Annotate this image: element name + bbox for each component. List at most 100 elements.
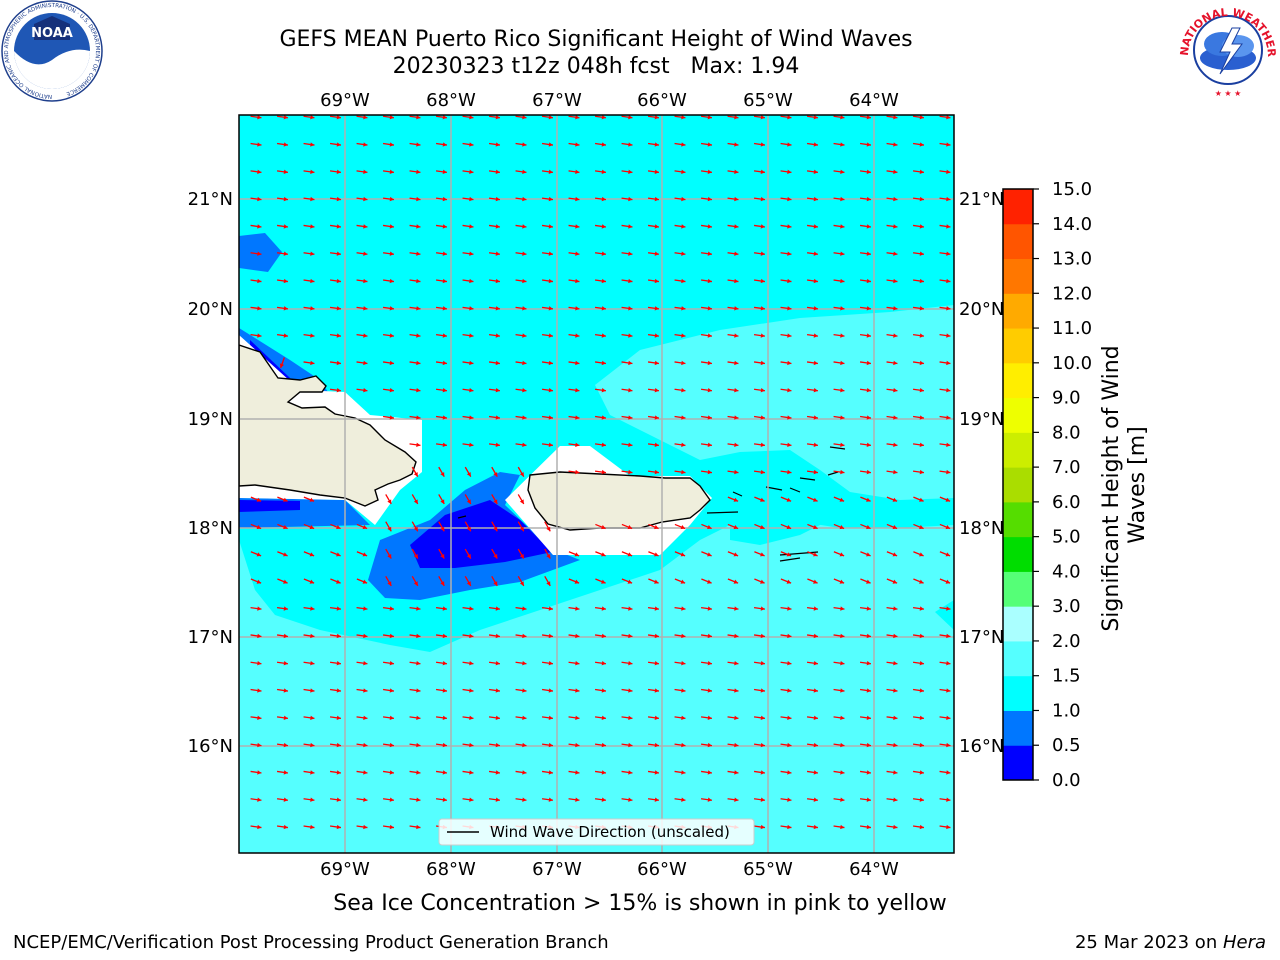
wind-arrow-head	[363, 142, 368, 147]
wind-arrow-head	[363, 688, 368, 693]
wind-arrow-head	[760, 251, 765, 256]
wind-arrow-head	[416, 360, 421, 366]
wind-arrow-head	[681, 169, 686, 174]
wind-arrow-head	[787, 360, 792, 366]
wind-arrow-head	[575, 415, 580, 420]
wind-arrow-head	[654, 661, 659, 666]
wind-arrow-head	[734, 388, 739, 393]
wind-arrow-head	[495, 633, 500, 639]
colorbar-tick-label: 0.5	[1052, 735, 1081, 756]
wind-arrow-head	[945, 579, 951, 584]
colorbar-tick-label: 7.0	[1052, 457, 1081, 478]
wind-arrow-head	[919, 196, 924, 202]
wind-arrow-head	[813, 606, 818, 611]
wind-arrow-head	[363, 633, 368, 639]
wind-arrow-head	[548, 169, 553, 174]
wind-arrow-head	[442, 142, 447, 147]
wind-arrow-head	[734, 306, 739, 311]
wind-arrow-head	[469, 606, 474, 611]
wind-arrow-head	[707, 552, 712, 557]
wind-arrow-head	[416, 278, 421, 284]
wind-arrow-head	[522, 415, 527, 420]
wind-arrow-head	[601, 770, 606, 775]
wind-arrow-head	[575, 797, 580, 802]
wind-arrow-head	[336, 742, 341, 748]
wind-arrow-head	[813, 497, 818, 502]
wind-arrow-head	[601, 469, 606, 475]
wind-arrow-head	[257, 196, 262, 202]
wind-arrow-head	[813, 742, 818, 748]
wind-arrow-head	[786, 552, 792, 557]
wind-arrow-head	[707, 333, 712, 338]
wind-arrow-head	[760, 115, 765, 120]
wind-arrow-head	[628, 278, 633, 284]
credit-left: NCEP/EMC/Verification Post Processing Pr…	[13, 932, 609, 953]
wind-arrow-head	[628, 142, 633, 147]
wind-arrow-head	[628, 415, 633, 420]
wind-arrow-head	[362, 525, 368, 530]
wind-arrow-head	[893, 469, 898, 475]
wind-arrow-head	[893, 661, 898, 666]
wind-arrow-head	[283, 224, 288, 229]
wind-arrow-head	[892, 579, 898, 584]
wind-arrow-head	[681, 742, 686, 748]
wind-arrow-head	[919, 115, 924, 120]
wind-arrow-head	[893, 688, 898, 693]
wind-arrow-head	[654, 415, 659, 420]
wind-arrow-head	[522, 688, 527, 693]
wind-arrow-head	[760, 224, 765, 229]
colorbar-segment	[1003, 640, 1033, 677]
wind-arrow-head	[575, 770, 580, 775]
wind-arrow-head	[760, 606, 765, 611]
wind-arrow-head	[654, 115, 659, 120]
wind-arrow-head	[840, 415, 845, 420]
wind-arrow-head	[734, 661, 739, 666]
wind-arrow-head	[548, 333, 553, 338]
wind-arrow-head	[548, 251, 553, 256]
wind-arrow-head	[416, 224, 421, 229]
wind-arrow-head	[919, 797, 924, 802]
wind-arrow-head	[787, 196, 792, 202]
wind-arrow-head	[363, 115, 368, 120]
wind-arrow-head	[442, 278, 447, 284]
wind-arrow-head	[946, 606, 951, 611]
wind-arrow-head	[946, 633, 951, 639]
map-area	[239, 115, 954, 853]
wind-arrow-head	[336, 797, 341, 802]
wind-arrow-head	[654, 196, 659, 202]
wind-arrow-head	[548, 688, 553, 693]
credit-right: 25 Mar 2023 on Hera	[1075, 932, 1266, 953]
wind-arrow-head	[919, 224, 924, 229]
wind-arrow-head	[336, 661, 341, 666]
wind-arrow-head	[892, 525, 898, 530]
wind-arrow-head	[813, 115, 818, 120]
wind-arrow-head	[601, 360, 606, 366]
wind-arrow-head	[257, 115, 262, 120]
lon-label: 65°W	[743, 859, 793, 880]
wind-arrow-head	[283, 115, 288, 120]
wind-arrow-head	[840, 715, 845, 720]
wind-arrow-head	[309, 552, 315, 557]
wind-arrow-head	[309, 525, 315, 530]
wind-arrow-head	[893, 824, 898, 830]
lon-label: 64°W	[849, 90, 899, 111]
wind-arrow-head	[336, 633, 341, 639]
wind-arrow-head	[628, 251, 633, 256]
wind-arrow-head	[413, 472, 418, 477]
wind-arrow-head	[919, 442, 924, 447]
wind-arrow-head	[466, 472, 471, 477]
wind-arrow-head	[442, 742, 447, 748]
wind-arrow-head	[363, 770, 368, 775]
wind-arrow-head	[680, 579, 686, 584]
wind-arrow-head	[493, 499, 498, 504]
wind-arrow-head	[416, 169, 421, 174]
wind-arrow-head	[813, 415, 818, 420]
wind-arrow-head	[336, 196, 341, 202]
wind-arrow-head	[681, 333, 686, 338]
wind-arrow-head	[893, 442, 898, 447]
wind-arrow-head	[442, 797, 447, 802]
wind-arrow-head	[945, 525, 951, 530]
wind-arrow-head	[601, 633, 606, 639]
wind-arrow-head	[389, 661, 394, 666]
wind-arrow-head	[389, 606, 394, 611]
